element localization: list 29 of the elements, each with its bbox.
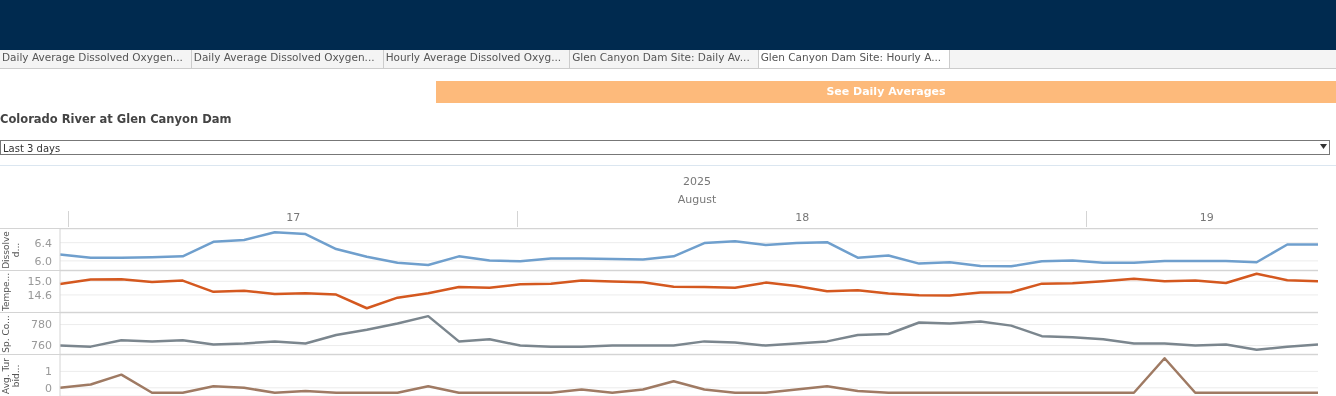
y-tick-label: 15.0	[27, 275, 52, 289]
text: Glen Canyon Dam Site: Hourly A...	[758, 50, 951, 68]
text: Glen Canyon Dam Site: Daily Av...	[570, 50, 759, 68]
chart-title: Colorado River at Glen Canyon Dam	[0, 112, 232, 126]
text: Last 3 days	[0, 140, 1330, 155]
y-tick-label: 0	[45, 381, 52, 395]
y-tick-label: 6.0	[34, 254, 52, 268]
text: August	[676, 193, 718, 206]
line-series	[58, 357, 1318, 394]
line-series	[58, 272, 1318, 310]
text: 2025	[682, 175, 712, 188]
text: 17	[68, 211, 518, 227]
y-tick-label: 14.6	[27, 288, 52, 302]
text: See Daily Averages	[436, 81, 1336, 103]
y-axis-title: Avg. Turbid...	[0, 356, 21, 396]
y-axis-title: Dissolved...	[0, 229, 21, 270]
text: Daily Average Dissolved Oxygen...	[0, 50, 192, 68]
y-axis-title: Sp. Co...	[0, 313, 12, 354]
y-axis-title: Tempe...	[0, 271, 12, 312]
text: Daily Average Dissolved Oxygen...	[191, 50, 384, 68]
line-series	[58, 230, 1318, 268]
y-tick-label: 1	[45, 365, 52, 379]
y-tick-label: 6.4	[34, 236, 52, 250]
line-series	[58, 314, 1318, 352]
text: 19	[1086, 211, 1326, 227]
text: Hourly Average Dissolved Oxyg...	[383, 50, 571, 68]
y-tick-label: 780	[31, 318, 52, 332]
y-tick-label: 760	[31, 339, 52, 353]
text: 18	[517, 211, 1087, 227]
